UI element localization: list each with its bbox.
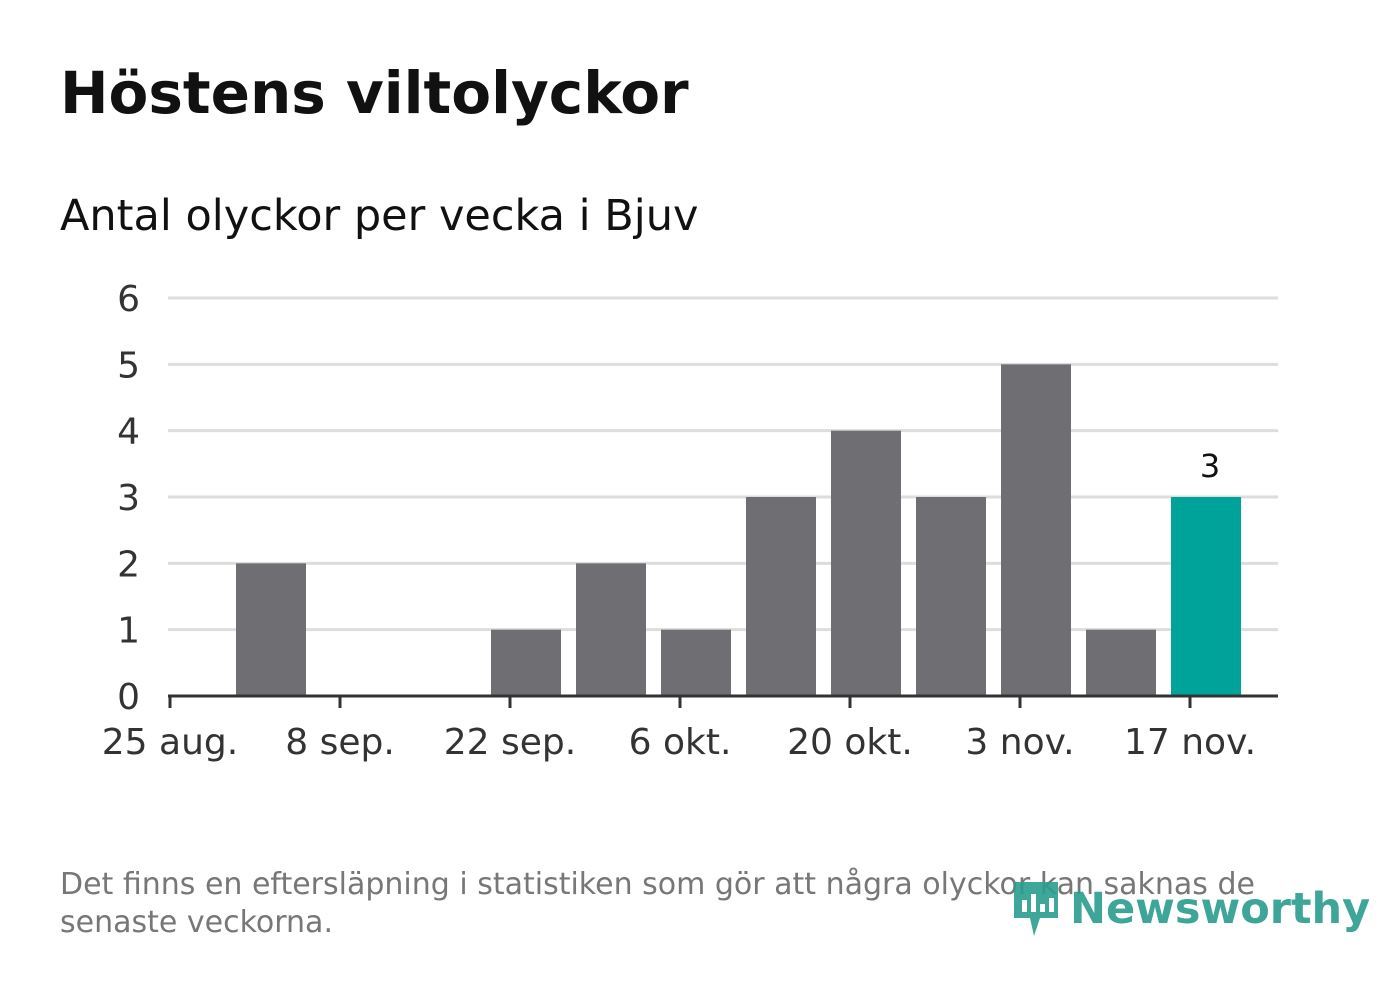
- y-tick-label: 3: [117, 478, 140, 519]
- chart-title: Höstens viltolyckor: [60, 59, 689, 127]
- newsworthy-chart-icon: [1014, 882, 1058, 936]
- bar: [831, 430, 901, 696]
- bar: [1001, 364, 1071, 696]
- grid-layer: [168, 296, 1278, 632]
- bar: [236, 563, 306, 696]
- x-tick-label: 17 nov.: [1124, 722, 1256, 763]
- bar: [491, 629, 561, 696]
- logo-text: Newsworthy: [1070, 884, 1371, 934]
- y-tick-label: 0: [117, 677, 140, 718]
- label-layer: 0 1 2 3 4 5 6 3 25 aug. 8 sep. 22 sep. 6 okt. 20 okt…: [102, 279, 1256, 763]
- axis-layer: [168, 694, 1278, 708]
- y-tick-label: 4: [117, 412, 140, 453]
- x-tick-label: 22 sep.: [444, 722, 576, 763]
- bar: [1086, 629, 1156, 696]
- y-tick-label: 1: [117, 611, 140, 652]
- bar-layer: [236, 364, 1241, 696]
- y-tick-label: 6: [117, 279, 140, 320]
- newsworthy-logo: Newsworthy: [1010, 878, 1370, 940]
- y-tick-label: 5: [117, 345, 140, 386]
- bar: [746, 497, 816, 696]
- x-tick-label: 3 nov.: [965, 722, 1074, 763]
- bar: [916, 497, 986, 696]
- chart-subtitle: Antal olyckor per vecka i Bjuv: [60, 191, 699, 241]
- x-tick-label: 20 okt.: [787, 722, 913, 763]
- x-tick-label: 25 aug.: [102, 722, 238, 763]
- bar: [576, 563, 646, 696]
- x-tick-label: 8 sep.: [285, 722, 395, 763]
- y-tick-label: 2: [117, 544, 140, 585]
- bar: [661, 629, 731, 696]
- x-tick-label: 6 okt.: [629, 722, 732, 763]
- data-label: 3: [1200, 447, 1220, 485]
- bar: [1171, 497, 1241, 696]
